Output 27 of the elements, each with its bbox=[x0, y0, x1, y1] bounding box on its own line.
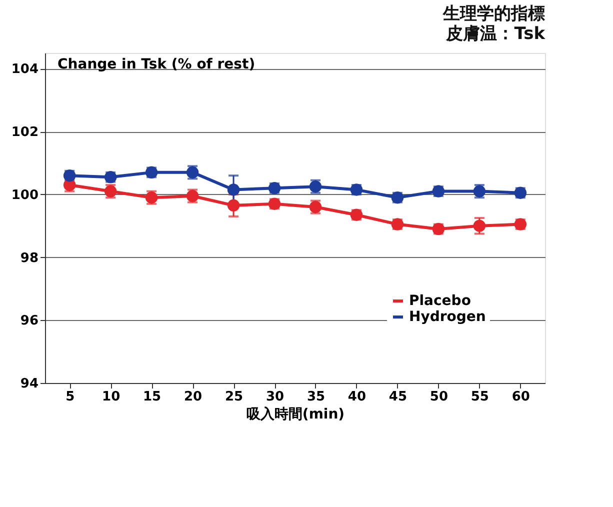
y-tick-label: 96 bbox=[20, 314, 38, 329]
y-tick-label: 102 bbox=[11, 125, 38, 140]
x-axis-title: 吸入時間(min) bbox=[246, 406, 345, 422]
y-tick-label: 100 bbox=[11, 188, 38, 203]
chart-title: 生理学的指標 bbox=[442, 4, 545, 24]
y-tick-label: 98 bbox=[20, 250, 38, 266]
x-tick-label: 45 bbox=[388, 390, 408, 404]
x-tick-label: 60 bbox=[512, 390, 530, 404]
x-tick-label: 40 bbox=[348, 390, 366, 404]
x-tick-label: 55 bbox=[470, 390, 489, 404]
point bbox=[227, 199, 240, 212]
legend-label: Hydrogen bbox=[409, 309, 486, 325]
x-tick-label: 20 bbox=[184, 390, 202, 404]
x-tick-label: 30 bbox=[266, 390, 284, 404]
y-tick-label: 94 bbox=[20, 376, 38, 392]
x-tick-label: 15 bbox=[143, 390, 162, 404]
x-tick-label: 25 bbox=[224, 390, 244, 404]
legend-label: Placebo bbox=[409, 293, 472, 309]
chart-subtitle: 皮膚温：Tsk bbox=[445, 24, 546, 44]
y-tick-label: 104 bbox=[11, 62, 38, 78]
point bbox=[227, 184, 240, 196]
point bbox=[473, 220, 486, 232]
x-tick-label: 35 bbox=[306, 390, 326, 404]
y-axis-title: Change in Tsk (% of rest) bbox=[58, 56, 256, 72]
x-tick-label: 5 bbox=[66, 390, 75, 404]
x-tick-label: 50 bbox=[430, 390, 448, 404]
x-tick-label: 10 bbox=[102, 390, 120, 404]
